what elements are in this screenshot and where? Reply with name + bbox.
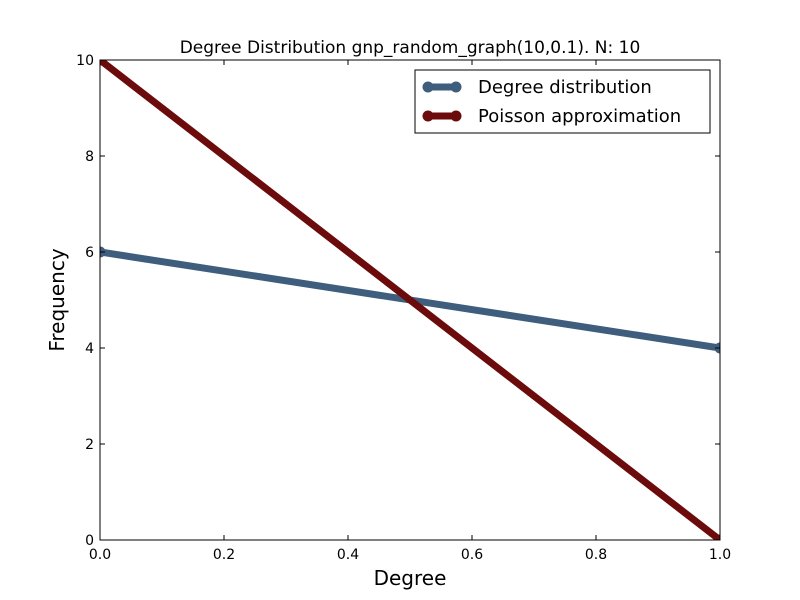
series-line-2 (100, 60, 720, 540)
plot-frame (99, 59, 721, 541)
x-tick-label: 0.2 (213, 547, 235, 563)
x-axis-label: Degree (374, 566, 447, 590)
y-tick-label: 8 (85, 149, 94, 165)
legend-label: Degree distribution (478, 77, 652, 98)
legend-frame (414, 69, 711, 134)
ticks-layer: 0.0 0.2 0.4 0.6 0.8 1.0 0 2 4 6 8 10 (76, 53, 731, 563)
legend-swatch-marker (422, 81, 434, 93)
y-tick-label: 10 (76, 53, 94, 69)
data-point (100, 60, 106, 66)
x-tick-label: 0.4 (337, 547, 359, 563)
y-tick-label: 4 (85, 341, 94, 357)
legend-swatch-marker (422, 110, 434, 122)
y-tick-label: 6 (85, 245, 94, 261)
x-tick-label: 0.8 (585, 547, 607, 563)
chart-title: Degree Distribution gnp_random_graph(10,… (180, 38, 641, 58)
data-point (714, 534, 720, 540)
x-tick-label: 0.6 (461, 547, 483, 563)
legend: Degree distribution Poisson approximation (414, 69, 711, 134)
legend-swatch-marker (450, 110, 462, 122)
y-tick-label: 2 (85, 437, 94, 453)
series-layer (100, 60, 720, 540)
x-tick-label: 0.0 (89, 547, 111, 563)
legend-label: Poisson approximation (478, 106, 681, 127)
y-tick-label: 0 (85, 533, 94, 549)
y-axis-label: Frequency (45, 248, 69, 351)
legend-swatch-marker (450, 81, 462, 93)
x-tick-label: 1.0 (709, 547, 731, 563)
